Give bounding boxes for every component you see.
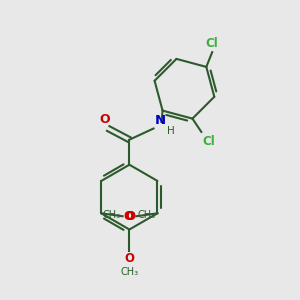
- Text: CH₃: CH₃: [103, 210, 121, 220]
- Text: Cl: Cl: [206, 37, 219, 50]
- Text: O: O: [124, 210, 134, 223]
- Text: N: N: [154, 114, 166, 127]
- Text: Cl: Cl: [203, 135, 215, 148]
- Text: O: O: [99, 113, 110, 126]
- Text: CH₃: CH₃: [138, 210, 156, 220]
- Text: H: H: [167, 126, 175, 136]
- Text: CH₃: CH₃: [120, 267, 139, 277]
- Text: O: O: [124, 252, 134, 265]
- Text: O: O: [125, 210, 135, 223]
